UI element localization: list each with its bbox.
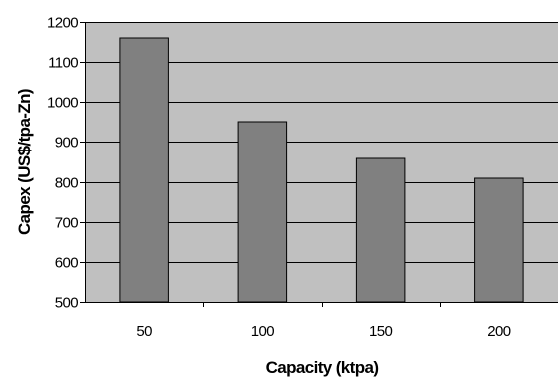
y-tick-label: 1200 (47, 15, 78, 32)
bar-200 (474, 177, 524, 303)
y-tick-label: 700 (55, 215, 78, 232)
x-tick-label: 200 (487, 323, 510, 340)
bar-50 (119, 37, 169, 303)
bar-100 (237, 121, 288, 303)
y-axis-title: Capex (US$/tpa-Zn) (15, 89, 34, 235)
axes (80, 22, 558, 307)
x-axis-title: Capacity (ktpa) (266, 358, 379, 377)
x-tick-label: 150 (369, 323, 392, 340)
y-tick-label: 600 (55, 255, 78, 272)
y-tick-label: 800 (55, 175, 78, 192)
tick-labels: 500 600 700 800 900 1000 1100 1200 50 100 150 200 (47, 15, 511, 341)
x-tick-label: 100 (251, 323, 274, 340)
y-tick-label: 1100 (48, 55, 78, 72)
y-tick-label: 500 (55, 295, 78, 312)
y-tick-label: 1000 (47, 95, 78, 112)
bar-150 (355, 157, 406, 303)
y-tick-label: 900 (55, 135, 78, 152)
x-tick-label: 50 (136, 323, 152, 340)
